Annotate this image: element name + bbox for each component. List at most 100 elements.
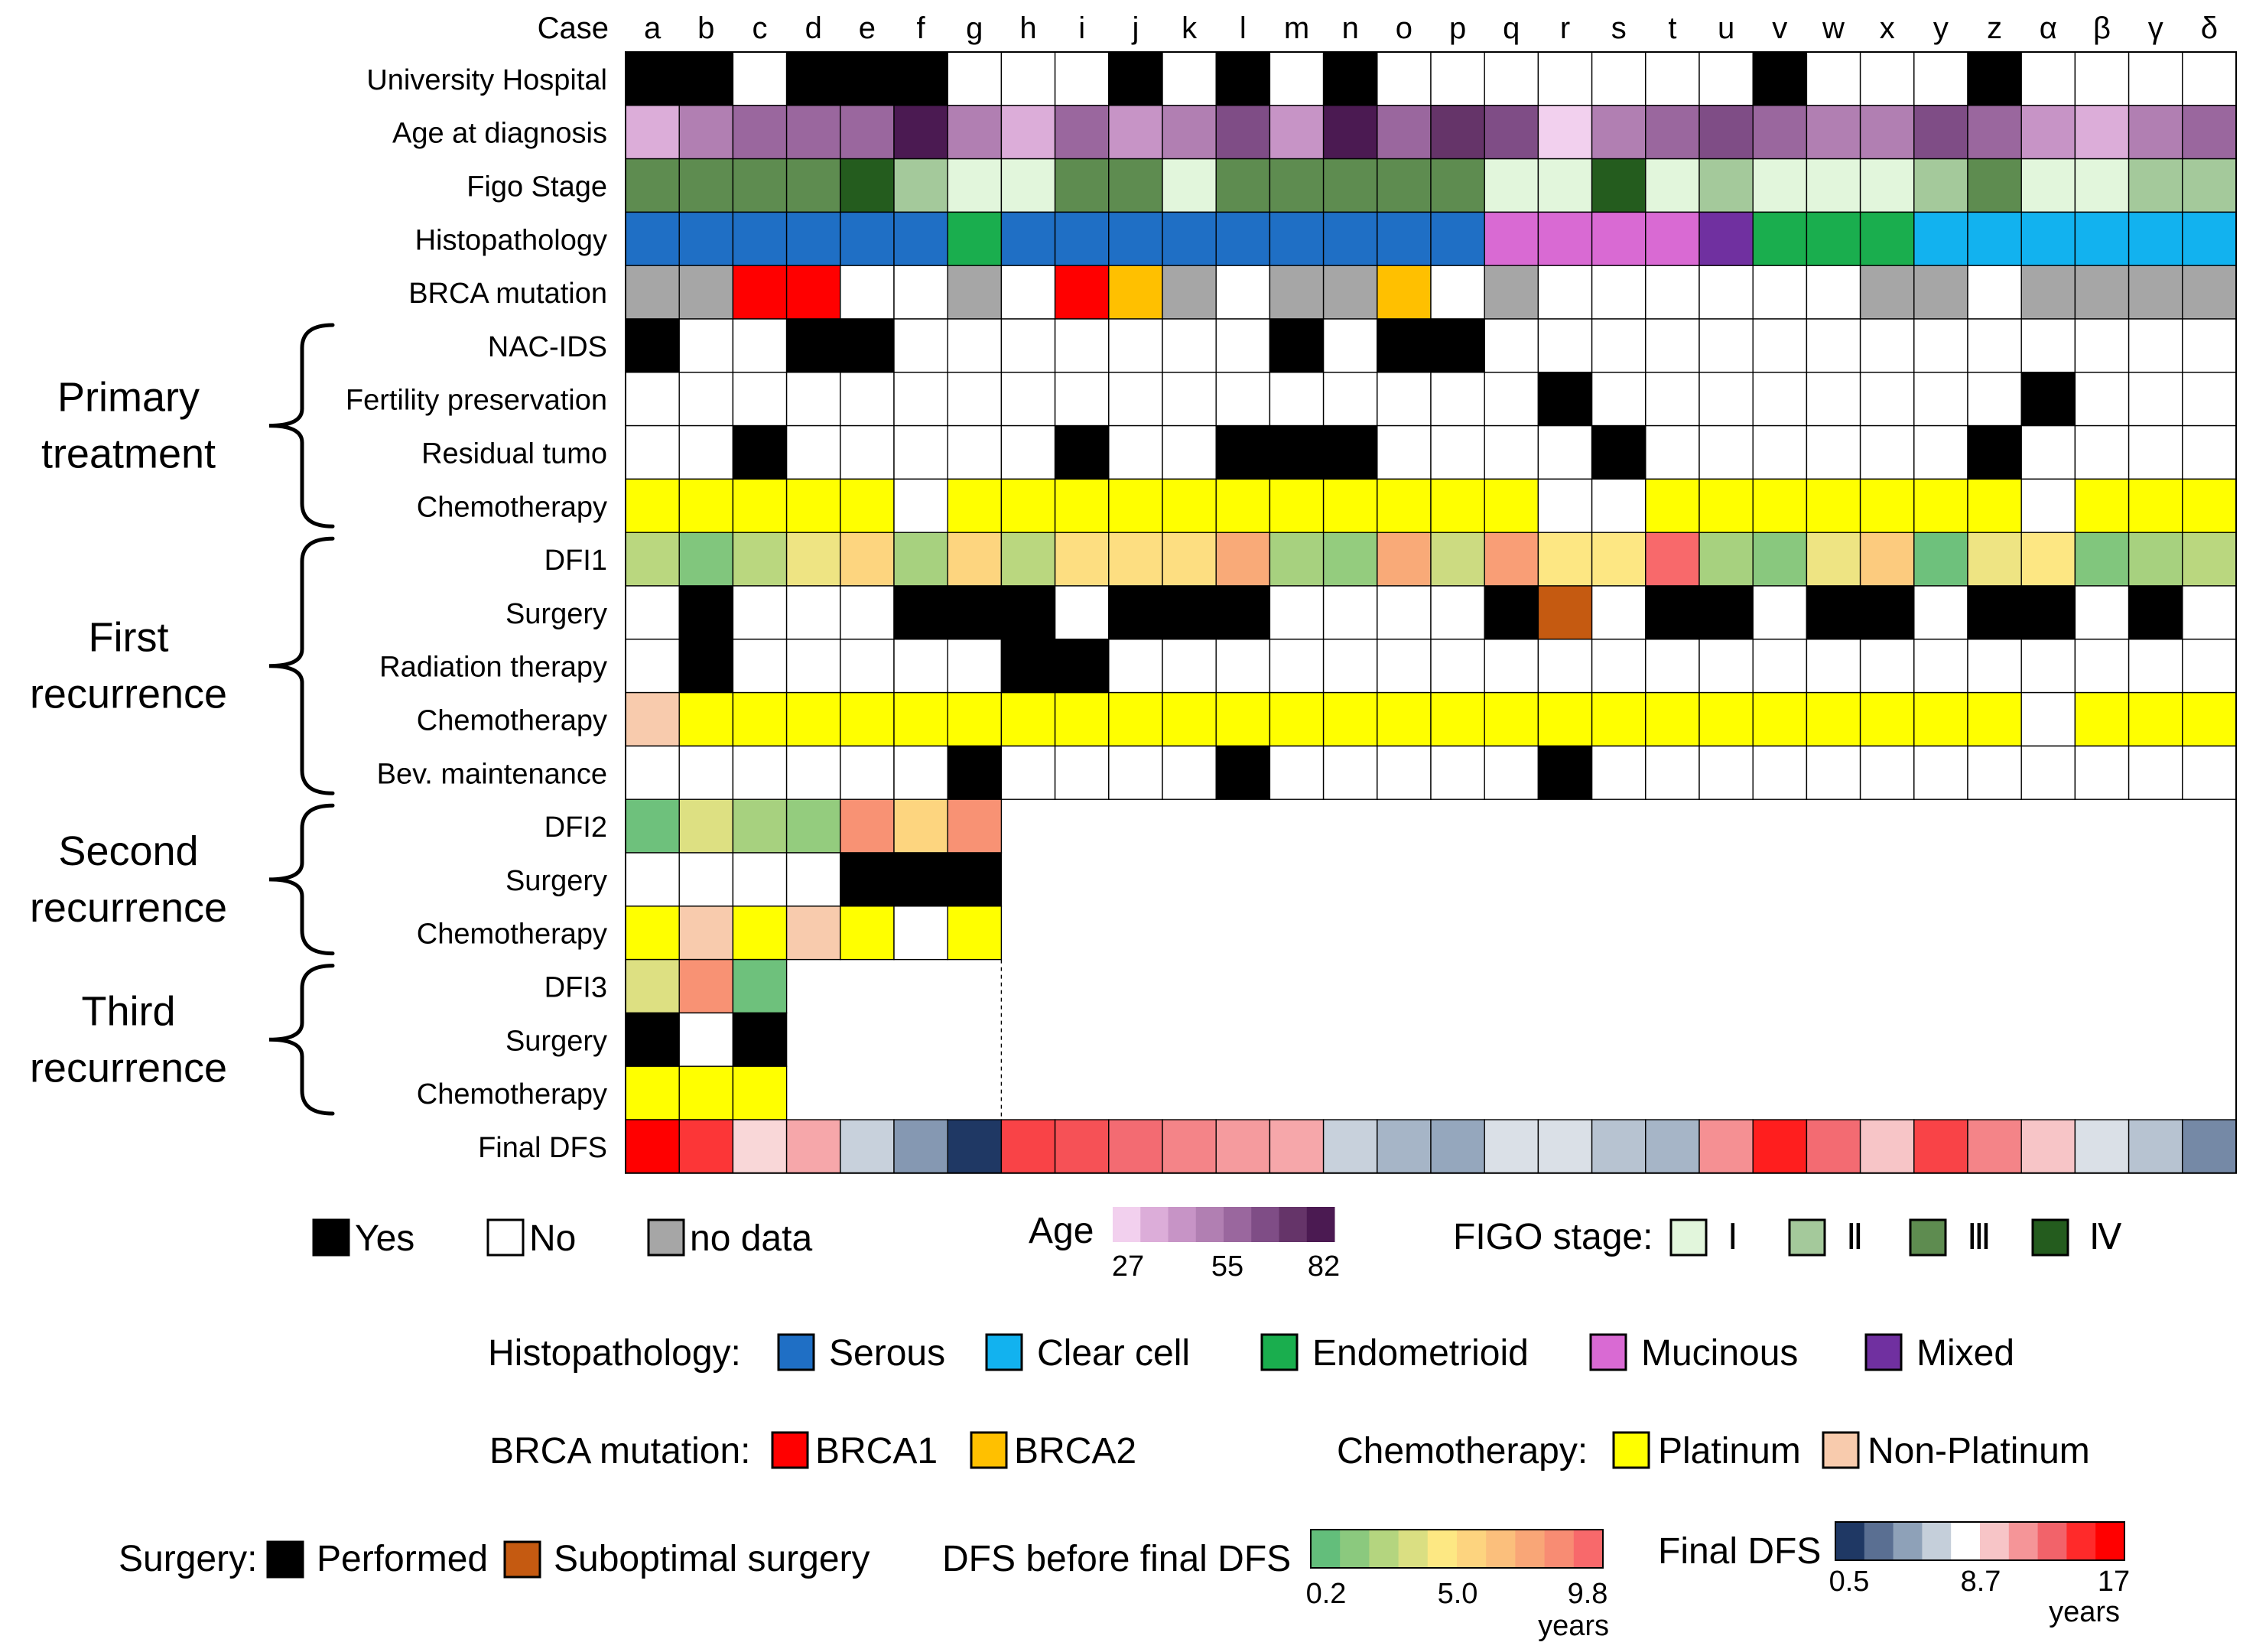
heatmap-cell <box>1054 105 1110 160</box>
dfs-before-legend-bin <box>1311 1530 1341 1568</box>
heatmap-cell <box>1913 745 1968 800</box>
heatmap-cell <box>2074 51 2130 106</box>
age-legend-bin <box>1224 1207 1252 1242</box>
heatmap-cell <box>1484 691 1539 747</box>
heatmap-cell <box>2182 639 2237 694</box>
row-label: University Hospital <box>366 64 607 96</box>
heatmap-cell <box>2074 105 2130 160</box>
case-column-label: y <box>1933 11 1949 45</box>
case-header-label: Case <box>538 11 609 45</box>
heatmap-cell <box>732 478 788 533</box>
heatmap-cell <box>1699 211 1754 266</box>
heatmap-cell <box>1322 639 1378 694</box>
figo-legend-swatch <box>1788 1218 1826 1257</box>
heatmap-cell <box>1269 372 1325 427</box>
heatmap-cell <box>1806 532 1861 587</box>
heatmap-cell <box>625 105 680 160</box>
heatmap-cell <box>1699 745 1754 800</box>
heatmap-cell <box>625 639 680 694</box>
heatmap-cell <box>732 798 788 854</box>
heatmap-cell <box>840 372 895 427</box>
heatmap-cell <box>1108 745 1163 800</box>
dfs-before-legend-bin <box>1427 1530 1458 1568</box>
heatmap-cell <box>1699 265 1754 320</box>
heatmap-cell <box>947 318 1003 373</box>
heatmap-cell <box>1913 158 1968 213</box>
heatmap-cell <box>1591 372 1646 427</box>
heatmap-cell <box>1484 51 1539 106</box>
heatmap-cell <box>1322 105 1378 160</box>
heatmap-cell <box>840 852 895 907</box>
heatmap-cell <box>1913 478 1968 533</box>
brca-legend-swatch <box>771 1431 809 1469</box>
histo-legend-swatch <box>777 1333 815 1371</box>
heatmap-cell <box>947 906 1003 961</box>
histo-legend-swatch <box>1864 1333 1903 1371</box>
heatmap-cell <box>1000 532 1056 587</box>
heatmap-cell <box>893 798 948 854</box>
heatmap-cell <box>1054 51 1110 106</box>
heatmap-cell <box>732 745 788 800</box>
heatmap-cell <box>1215 158 1271 213</box>
heatmap-cell <box>1859 318 1915 373</box>
figo-legend-label: Ⅲ <box>1967 1217 1991 1257</box>
heatmap-cell <box>1752 745 1808 800</box>
heatmap-cell <box>2128 691 2183 747</box>
group-label: recurrence <box>30 885 227 931</box>
case-column-label: γ <box>2148 11 2163 45</box>
age-legend-tick: 55 <box>1211 1250 1243 1283</box>
heatmap-cell <box>1322 691 1378 747</box>
heatmap-cell <box>2074 532 2130 587</box>
heatmap-cell <box>1967 265 2022 320</box>
heatmap-cell <box>1645 51 1700 106</box>
heatmap-cell <box>1645 639 1700 694</box>
heatmap-cell <box>1269 265 1325 320</box>
heatmap-cell <box>1484 532 1539 587</box>
final-dfs-legend-bin <box>2066 1522 2096 1560</box>
final-dfs-legend-unit: years <box>2049 1596 2120 1628</box>
heatmap-cell <box>678 798 734 854</box>
heatmap-cell <box>893 265 948 320</box>
heatmap-cell <box>947 852 1003 907</box>
heatmap-cell <box>2020 424 2076 480</box>
case-column-label: z <box>1987 11 2002 45</box>
heatmap-cell <box>1913 372 1968 427</box>
heatmap-cell <box>1591 691 1646 747</box>
heatmap-cell <box>1699 691 1754 747</box>
heatmap-cell <box>678 691 734 747</box>
heatmap-cell <box>1967 532 2022 587</box>
heatmap-cell <box>1913 424 1968 480</box>
heatmap-cell <box>1000 424 1056 480</box>
row-label: Final DFS <box>478 1132 607 1164</box>
heatmap-cell <box>1108 211 1163 266</box>
row-label: Chemotherapy <box>417 919 607 951</box>
age-legend-bin <box>1195 1207 1224 1242</box>
heatmap-cell <box>678 372 734 427</box>
heatmap-cell <box>1269 745 1325 800</box>
heatmap-cell <box>678 51 734 106</box>
heatmap-cell <box>2182 691 2237 747</box>
heatmap-cell <box>2020 532 2076 587</box>
heatmap-cell <box>678 424 734 480</box>
dfs-before-legend-bin <box>1486 1530 1516 1568</box>
heatmap-cell <box>1591 265 1646 320</box>
heatmap-cell <box>1859 158 1915 213</box>
surgery-legend-label: Performed <box>317 1539 488 1579</box>
heatmap-cell <box>2020 478 2076 533</box>
heatmap-cell <box>1699 424 1754 480</box>
heatmap-cell <box>1215 265 1271 320</box>
heatmap-cell <box>893 424 948 480</box>
heatmap-cell <box>2128 639 2183 694</box>
heatmap-cell <box>2020 211 2076 266</box>
heatmap-cell <box>625 585 680 640</box>
heatmap-cell <box>947 372 1003 427</box>
heatmap-cell <box>2182 532 2237 587</box>
heatmap-cell <box>1699 639 1754 694</box>
row-label: BRCA mutation <box>408 278 607 310</box>
group-label: First <box>89 615 169 661</box>
group-label: Third <box>81 988 175 1034</box>
heatmap-cell <box>678 158 734 213</box>
heatmap-cell <box>1591 51 1646 106</box>
heatmap-cell <box>785 105 841 160</box>
heatmap-cell <box>947 585 1003 640</box>
